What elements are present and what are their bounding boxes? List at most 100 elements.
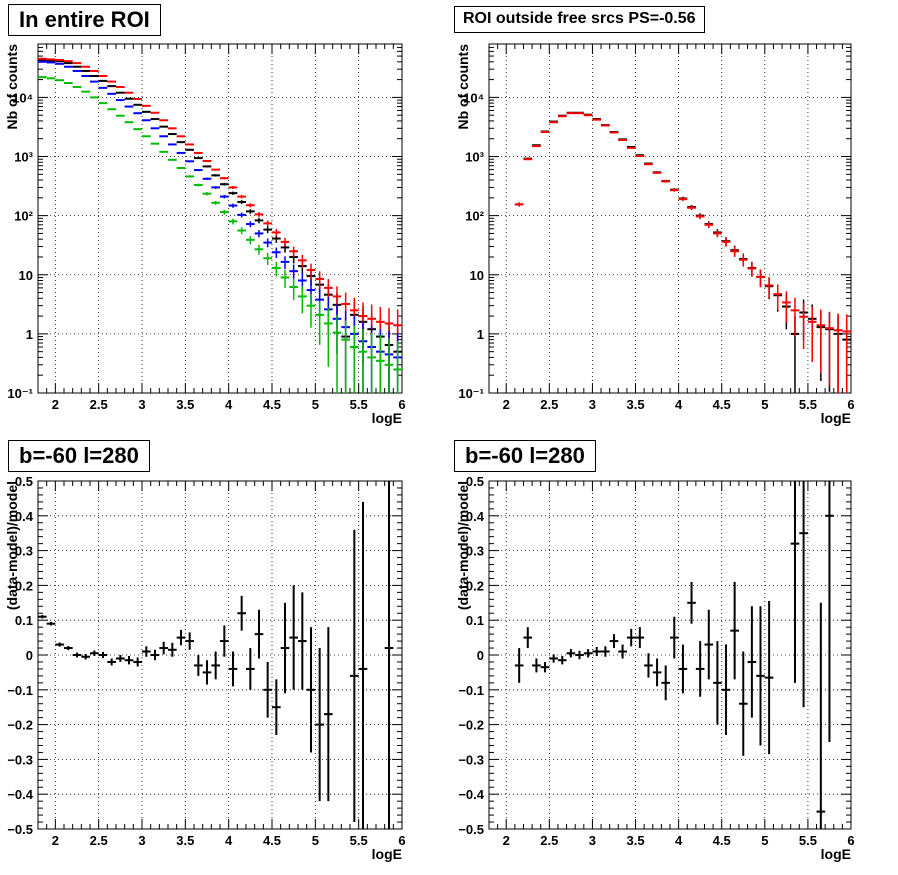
ticks [37,43,403,394]
x-tick-label: 5.5 [799,397,817,412]
y-tick-label: −0.2 [458,718,484,733]
x-tick-label: 2 [503,397,510,412]
panel3-title: b=-60 l=280 [8,440,150,472]
y-tick-label: 0.4 [466,509,485,524]
y-tick-label: 0 [477,648,484,663]
panel-2: 2 2.5 3 3.5 4 4.5 5 5.5 6 10⁻¹ 1 10 10² 10³ 10⁴ logE Nb … [455,43,855,426]
x-tick-label: 2 [52,397,59,412]
series-3 [38,60,402,393]
y-tick-label: 10³ [14,150,33,165]
x-tick-label: 3 [589,397,596,412]
series-4 [38,76,402,393]
y-tick-label: 1 [26,327,33,342]
x-tick-label: 3 [138,397,145,412]
series-residuals [514,481,834,829]
panel-1: 2 2.5 3 3.5 4 4.5 5 5.5 6 10⁻¹ 1 10 10² 10³ 10⁴ logE Nb … [4,43,406,426]
x-tick-label: 4.5 [713,397,731,412]
y-tick-label: 10⁻¹ [7,386,33,401]
y-tick-label: −0.3 [458,752,484,767]
x-tick-label: 2.5 [540,397,558,412]
x-axis-label: logE [372,846,402,862]
series-1 [38,58,402,393]
panel2-title: ROI outside free srcs PS=-0.56 [454,6,705,33]
ticks [488,43,852,394]
x-tick-label: 5.5 [350,833,368,848]
x-tick-label: 4 [225,833,233,848]
x-tick-label: 5 [312,833,319,848]
x-tick-label: 3 [138,833,145,848]
y-tick-label: 10³ [465,150,484,165]
ticks [488,480,852,830]
y-axis-label: Nb of counts [455,44,471,130]
y-tick-label: 0.5 [466,474,484,489]
x-tick-label: 3 [589,833,596,848]
x-tick-label: 5 [761,833,768,848]
y-tick-label: 0.1 [466,613,484,628]
y-tick-label: 10⁻¹ [458,386,484,401]
plot-frame [37,480,403,830]
panel-4: 2 2.5 3 3.5 4 4.5 5 5.5 6 −0.5 −0.4 −0.3 −0.2 −0.1 0 0.… [455,474,855,862]
y-axis-label: (data-model)/model [4,481,20,610]
x-tick-label: 3.5 [626,397,644,412]
x-tick-label: 4 [225,397,233,412]
x-tick-label: 5 [312,397,319,412]
x-tick-label: 5.5 [799,833,817,848]
y-tick-label: 0.1 [15,613,33,628]
y-tick-label: 10 [470,268,484,283]
panel-3: 2 2.5 3 3.5 4 4.5 5 5.5 6 −0.5 −0.4 −0.3 −0.2 −0.1 0 0.… [4,474,406,862]
plot-frame [37,43,403,394]
y-tick-label: −0.4 [7,787,33,802]
plot-frame [488,43,852,394]
grid [489,481,851,829]
x-tick-label: 2.5 [90,833,108,848]
y-tick-label: −0.2 [7,718,33,733]
y-tick-label: −0.1 [7,683,33,698]
y-tick-label: 10⁴ [463,90,484,105]
y-tick-label: 0.3 [15,544,33,559]
x-tick-label: 2.5 [540,833,558,848]
y-tick-label: 0.3 [466,544,484,559]
y-tick-label: 10⁴ [12,90,33,105]
x-tick-label: 3.5 [626,833,644,848]
y-tick-label: −0.5 [458,822,484,837]
y-tick-label: −0.5 [7,822,33,837]
series-residuals [38,481,394,829]
panel4-title: b=-60 l=280 [454,440,596,472]
series-1 [514,111,851,393]
y-tick-label: −0.4 [458,787,484,802]
y-tick-label: 0.2 [466,578,484,593]
y-tick-label: −0.3 [7,752,33,767]
x-axis-label: logE [821,846,851,862]
y-tick-label: 0.2 [15,578,33,593]
grid [38,44,402,393]
x-tick-label: 6 [398,833,405,848]
y-tick-label: 0.4 [15,509,34,524]
x-tick-label: 4 [675,397,683,412]
x-tick-label: 4.5 [263,833,281,848]
x-axis-label: logE [821,410,851,426]
y-axis-label: Nb of counts [4,44,20,130]
x-tick-label: 2.5 [90,397,108,412]
y-tick-label: 10 [19,268,33,283]
x-tick-label: 5 [761,397,768,412]
ticks [37,480,403,830]
y-tick-label: 0 [26,648,33,663]
x-tick-label: 6 [847,833,854,848]
y-tick-label: −0.1 [458,683,484,698]
x-tick-label: 4.5 [713,833,731,848]
x-tick-label: 2 [52,833,59,848]
series-2 [38,57,402,374]
x-tick-label: 5.5 [350,397,368,412]
y-tick-label: 0.5 [15,474,33,489]
panel1-title: In entire ROI [8,4,161,36]
x-axis-label: logE [372,410,402,426]
x-tick-label: 2 [503,833,510,848]
x-tick-label: 6 [398,397,405,412]
grid [489,44,851,393]
x-tick-label: 6 [847,397,854,412]
x-tick-label: 3.5 [176,397,194,412]
y-tick-label: 10² [14,209,33,224]
x-tick-label: 4 [675,833,683,848]
series-2 [514,112,851,393]
